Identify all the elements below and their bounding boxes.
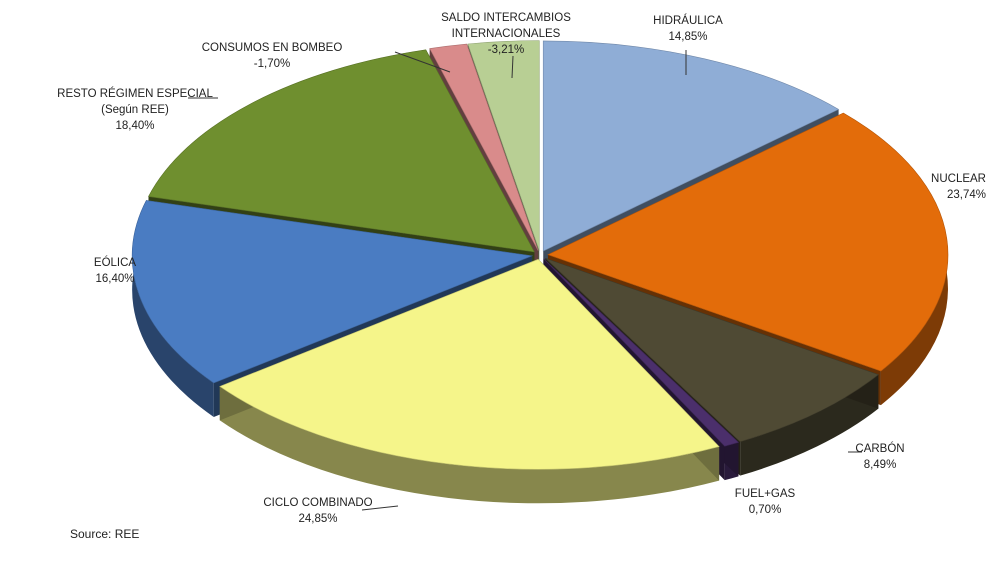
slice-name-fuel-gas: FUEL+GAS: [735, 488, 796, 500]
pie-slice-fuel-gas: [543, 258, 740, 447]
slice-value-carbon: 8,49%: [864, 459, 897, 471]
slice-label-hidraulica: HIDRÁULICA 14,85%: [653, 14, 723, 43]
pie-slice-ciclo-combinado: [219, 258, 720, 470]
slice-value-resto-regimen-especial: 18,40%: [115, 120, 154, 132]
pie-slice-saldo-intercambios: [467, 40, 540, 251]
slice-value-fuel-gas: 0,70%: [749, 504, 782, 516]
slice-label-saldo-intercambios: SALDO INTERCAMBIOS INTERNACIONALES -3,21%: [441, 12, 571, 56]
leader-line-saldo-intercambios: [511, 55, 514, 79]
pie-slice-carbon: [545, 257, 879, 443]
slice-name-nuclear: NUCLEAR: [931, 173, 986, 185]
slice-label-fuel-gas: FUEL+GAS 0,70%: [735, 488, 796, 516]
pie-labels: HIDRÁULICA 14,85% NUCLEAR 23,74% CARBÓN 8,49%…: [57, 12, 986, 525]
slice-name-saldo-intercambios: INTERNACIONALES: [452, 28, 561, 40]
chart-source: Source: REE: [70, 527, 140, 541]
pie-slice-resto-regimen-especial: [148, 49, 535, 253]
pie-slice-nuclear: [547, 112, 949, 372]
pie-slice-wall-carbon: [740, 374, 879, 476]
slice-value-saldo-intercambios: -3,21%: [488, 44, 524, 56]
slice-label-carbon: CARBÓN 8,49%: [855, 442, 904, 471]
pie-top-layer: [131, 40, 949, 470]
pie-slice-eolica: [131, 200, 534, 384]
leader-line-ciclo-combinado: [361, 505, 399, 511]
slice-label-nuclear: NUCLEAR 23,74%: [931, 173, 986, 201]
slice-name-carbon: CARBÓN: [855, 442, 904, 455]
slice-name-resto-regimen-especial: RESTO RÉGIMEN ESPECIAL: [57, 87, 213, 100]
slice-value-ciclo-combinado: 24,85%: [298, 513, 337, 525]
slice-value-consumos-en-bombeo: -1,70%: [254, 58, 290, 70]
slice-value-nuclear: 23,74%: [947, 189, 986, 201]
leader-line-consumos-en-bombeo: [394, 51, 451, 73]
slice-value-eolica: 16,40%: [95, 273, 134, 285]
slice-name-consumos-en-bombeo: CONSUMOS EN BOMBEO: [202, 42, 343, 54]
slice-name-eolica: EÓLICA: [94, 256, 137, 269]
pie-slice-hidraulica: [542, 40, 840, 252]
pie-slice-consumos-en-bombeo: [429, 43, 539, 251]
pie-slice-wall-ciclo-combinado: [219, 386, 720, 504]
slice-label-ciclo-combinado: CICLO COMBINADO 24,85%: [263, 497, 372, 525]
slice-name-saldo-intercambios: SALDO INTERCAMBIOS: [441, 12, 571, 24]
slice-label-resto-regimen-especial: RESTO RÉGIMEN ESPECIAL (Según REE) 18,40%: [57, 87, 213, 132]
slice-value-hidraulica: 14,85%: [668, 31, 707, 43]
slice-name-resto-regimen-especial: (Según REE): [101, 104, 169, 116]
slice-label-consumos-en-bombeo: CONSUMOS EN BOMBEO -1,70%: [202, 42, 343, 70]
slice-name-hidraulica: HIDRÁULICA: [653, 14, 723, 27]
slice-label-eolica: EÓLICA 16,40%: [94, 256, 137, 285]
slice-name-ciclo-combinado: CICLO COMBINADO: [263, 497, 372, 509]
